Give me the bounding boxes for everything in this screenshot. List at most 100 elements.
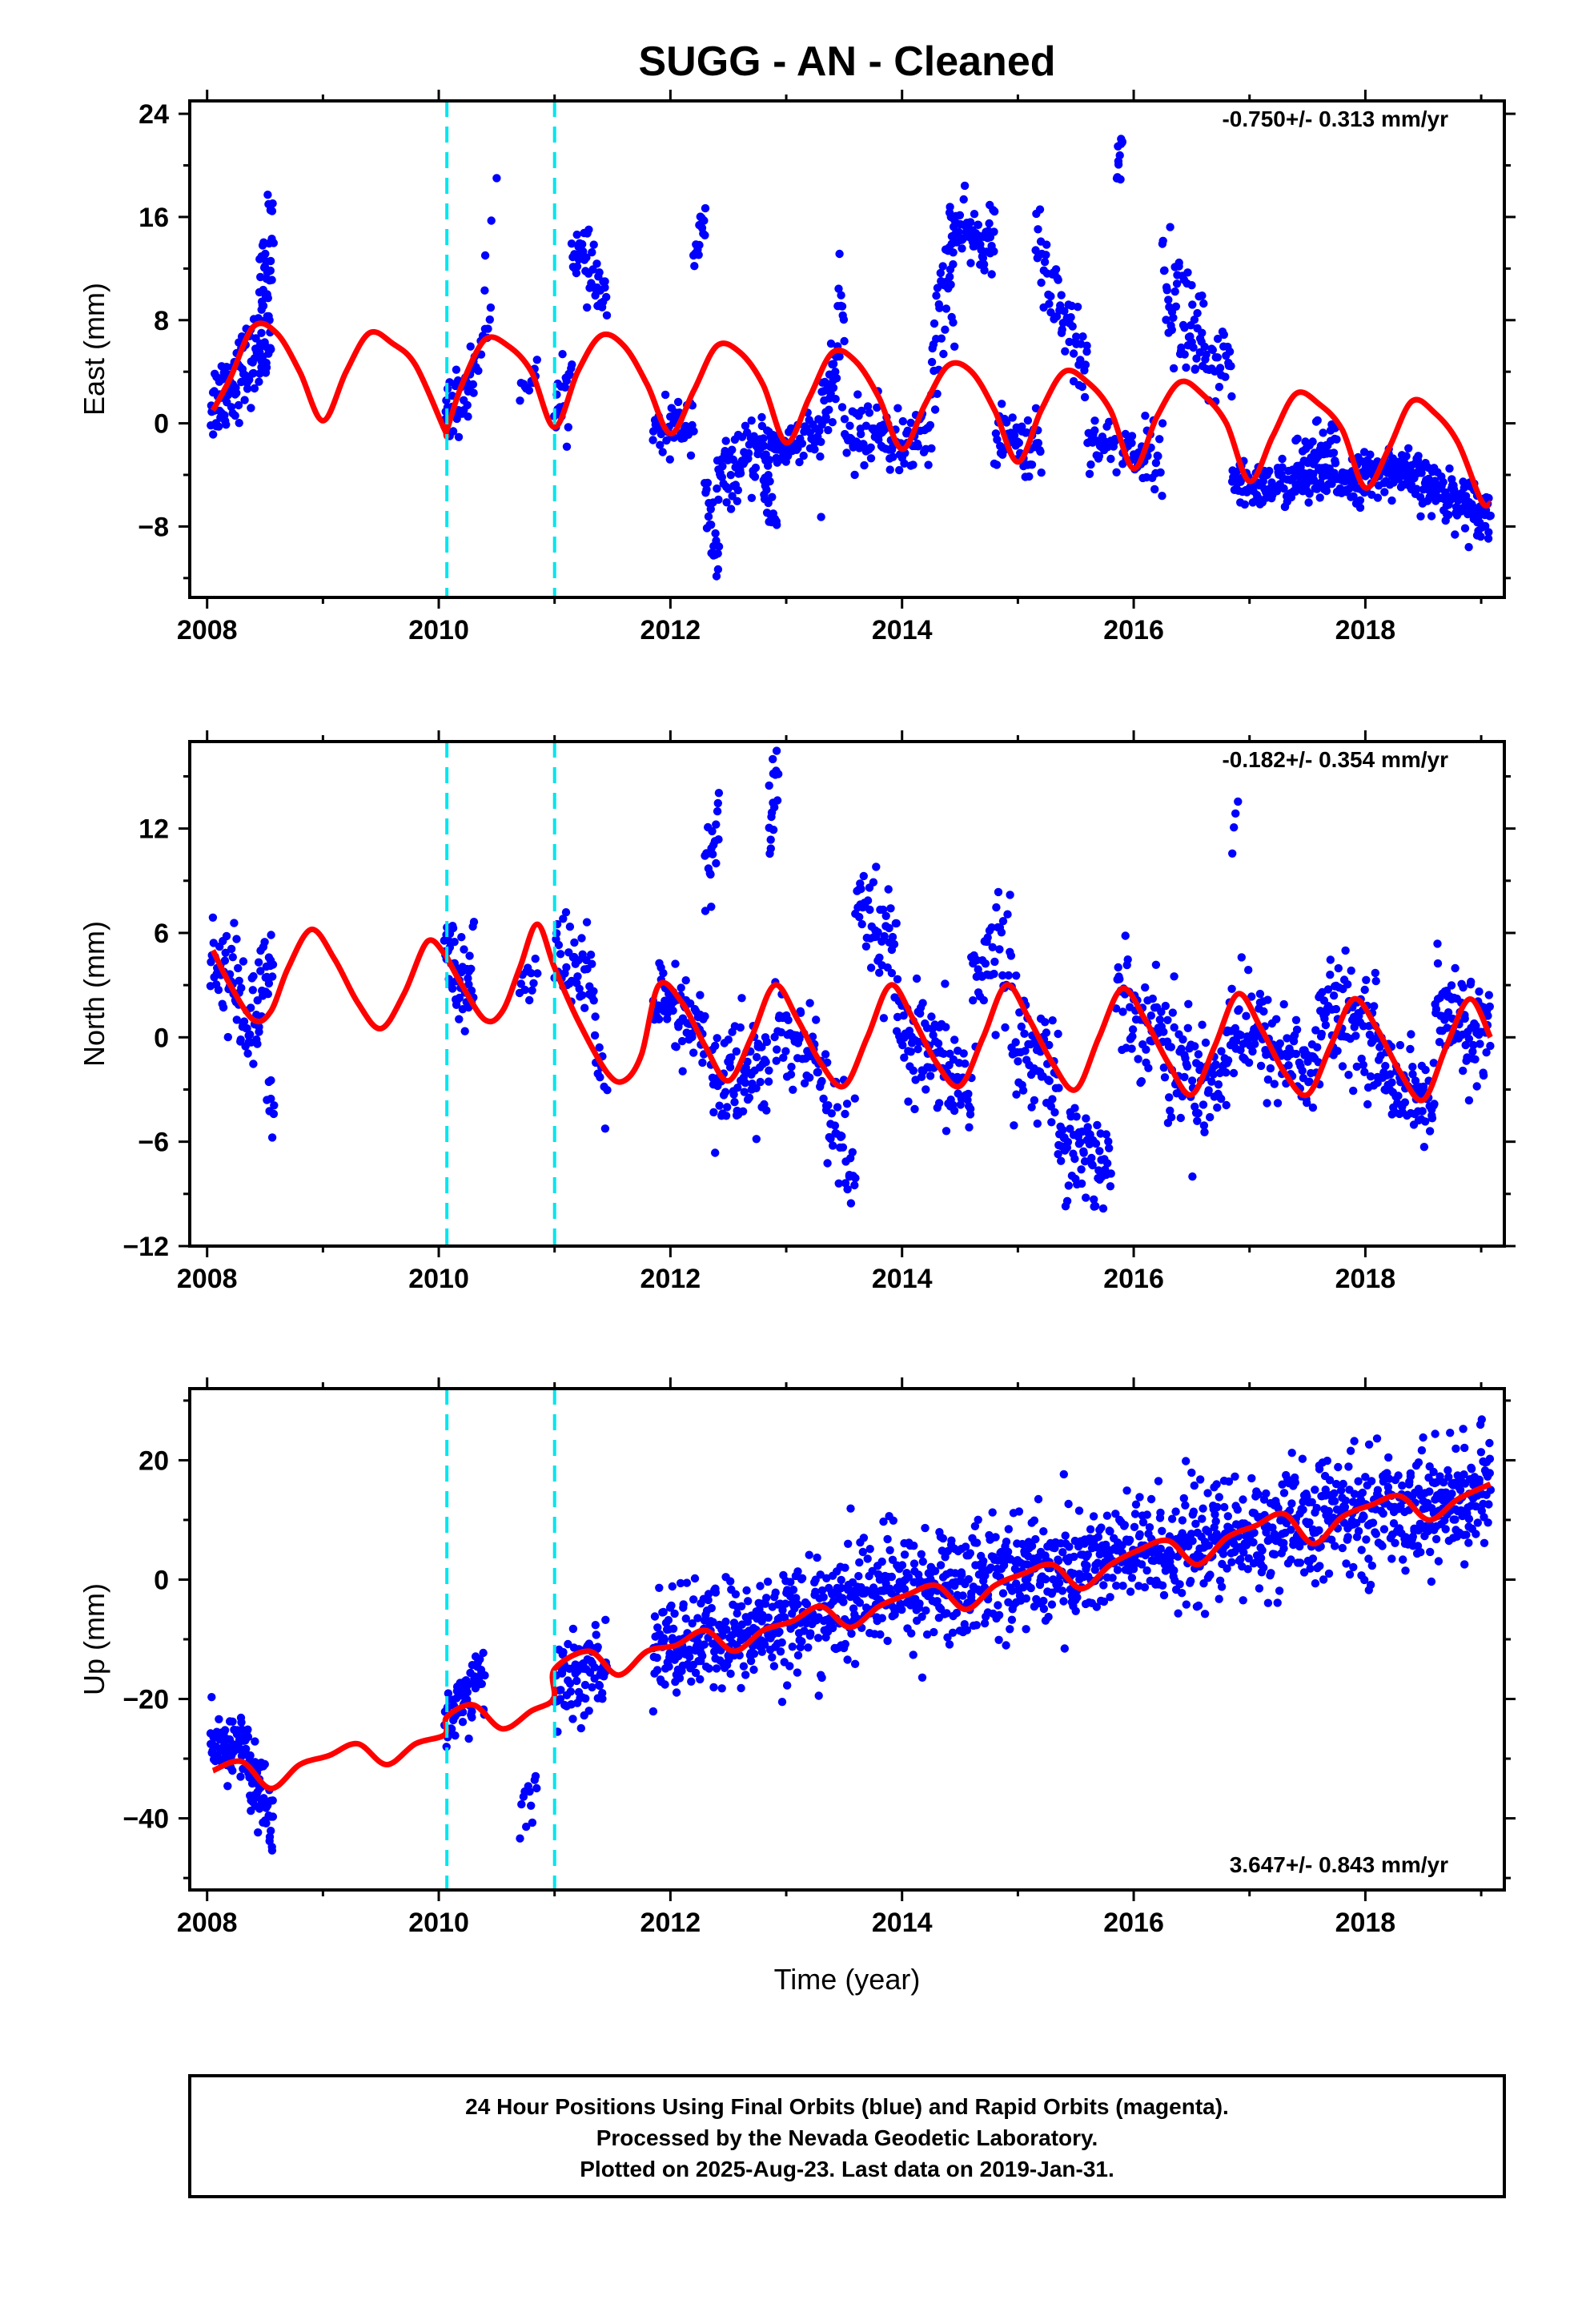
data-point [1070, 1104, 1079, 1112]
data-point [1170, 972, 1178, 981]
data-point [1042, 240, 1051, 249]
data-point [918, 1557, 928, 1566]
data-point [850, 1659, 860, 1668]
data-point [1433, 959, 1443, 968]
data-point [855, 912, 864, 922]
data-point [965, 1123, 974, 1132]
data-point [1291, 1478, 1300, 1487]
data-point [245, 376, 254, 384]
data-point [591, 1621, 600, 1630]
data-point [222, 363, 231, 372]
data-point [1098, 1204, 1108, 1213]
data-point [254, 1828, 263, 1837]
data-point [770, 802, 779, 812]
data-point [1343, 1533, 1352, 1542]
data-point [1329, 991, 1339, 1000]
data-point [1039, 1596, 1048, 1606]
y-axis-label: Up (mm) [78, 1583, 110, 1695]
data-point [693, 1638, 702, 1647]
data-point [677, 1036, 687, 1046]
data-point [858, 1547, 868, 1557]
data-point [857, 429, 865, 439]
data-point [1211, 1517, 1220, 1526]
data-point [267, 275, 276, 284]
data-point [1351, 1031, 1360, 1040]
data-point [1481, 521, 1490, 531]
data-point [1384, 1453, 1393, 1462]
data-point [1182, 1062, 1192, 1072]
data-point [1115, 151, 1124, 160]
data-point [1122, 1486, 1131, 1495]
data-point [1158, 419, 1167, 428]
data-point [887, 1572, 897, 1582]
data-point [886, 904, 895, 913]
data-point [669, 1624, 678, 1634]
data-point [781, 1599, 790, 1608]
data-point [1263, 1598, 1273, 1607]
data-point [269, 1109, 279, 1119]
data-point [465, 951, 474, 960]
data-point [659, 969, 668, 978]
data-point [463, 400, 472, 410]
data-point [1167, 325, 1177, 335]
data-point [1259, 1563, 1268, 1572]
data-point [688, 1619, 697, 1628]
data-point [1047, 1600, 1057, 1609]
data-point [1308, 437, 1317, 446]
data-point [1046, 308, 1055, 317]
data-point [1160, 1073, 1170, 1082]
data-point [724, 1035, 733, 1044]
data-point [485, 315, 494, 324]
data-point [881, 911, 890, 921]
data-point [228, 953, 237, 962]
data-point [736, 468, 745, 478]
data-point [1103, 1159, 1112, 1168]
data-point [702, 485, 711, 494]
data-point [1476, 1039, 1484, 1048]
data-point [1085, 469, 1094, 478]
data-point [1275, 1586, 1284, 1595]
data-point [1186, 1577, 1195, 1586]
data-point [1006, 1625, 1014, 1634]
data-point [1195, 1061, 1205, 1070]
data-point [1362, 1535, 1371, 1544]
data-point [745, 1093, 754, 1102]
data-point [1484, 991, 1494, 999]
data-point [741, 1079, 750, 1088]
data-point [1170, 1023, 1178, 1032]
data-point [1073, 1593, 1082, 1602]
data-point [900, 1053, 909, 1062]
data-point [732, 1047, 741, 1056]
data-point [698, 1651, 707, 1660]
data-point [721, 1617, 730, 1626]
data-point [829, 360, 838, 368]
data-point [1017, 1022, 1026, 1031]
data-point [1162, 286, 1171, 295]
data-point [846, 1504, 855, 1513]
data-point [556, 950, 565, 959]
data-point [765, 456, 774, 464]
data-point [1076, 1138, 1085, 1147]
data-point [884, 885, 893, 894]
data-point [927, 1012, 936, 1021]
data-point [266, 256, 275, 266]
data-point [823, 1159, 832, 1168]
data-point [468, 1713, 476, 1722]
data-point [1026, 1583, 1035, 1593]
data-point [909, 1542, 918, 1550]
data-point [764, 1077, 773, 1086]
data-point [1010, 1121, 1018, 1130]
data-point [456, 1684, 465, 1694]
data-point [921, 1523, 930, 1533]
data-point [924, 460, 933, 469]
data-point [777, 1638, 786, 1647]
data-point [1114, 963, 1122, 972]
data-point [835, 249, 844, 259]
data-point [219, 1003, 228, 1012]
data-point [1090, 426, 1099, 435]
data-point [872, 862, 881, 871]
data-point [749, 1649, 759, 1659]
data-point [1472, 1082, 1481, 1091]
data-point [744, 1597, 753, 1606]
data-point [1401, 1566, 1410, 1575]
